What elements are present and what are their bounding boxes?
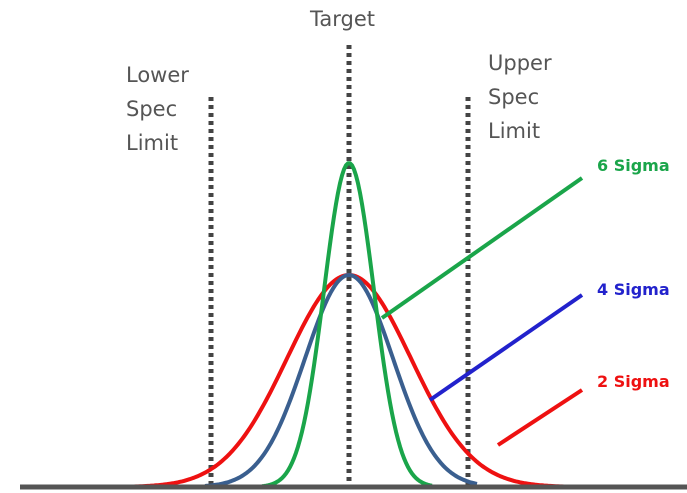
six-sigma-leader-line [380, 176, 584, 320]
six-sigma-label: 6 Sigma [597, 156, 670, 175]
four-sigma-label: 4 Sigma [597, 280, 670, 299]
four-sigma-curve [204, 273, 478, 488]
upper-spec-word-2: Spec [488, 85, 540, 109]
upper-spec-word-1: Upper [488, 51, 552, 75]
lower-spec-limit-label: Lower Spec Limit [126, 58, 189, 160]
upper-spec-word-3: Limit [488, 119, 541, 143]
six-sigma-curve [261, 161, 433, 489]
lower-spec-word-1: Lower [126, 63, 189, 87]
lower-spec-word-3: Limit [126, 131, 179, 155]
target-label: Target [310, 7, 375, 31]
two-sigma-label: 2 Sigma [597, 372, 670, 391]
lower-spec-word-2: Spec [126, 97, 178, 121]
four-sigma-leader-line [428, 293, 584, 402]
two-sigma-leader-line [496, 388, 584, 447]
upper-spec-limit-label: Upper Spec Limit [488, 46, 552, 148]
two-sigma-curve [129, 273, 574, 489]
